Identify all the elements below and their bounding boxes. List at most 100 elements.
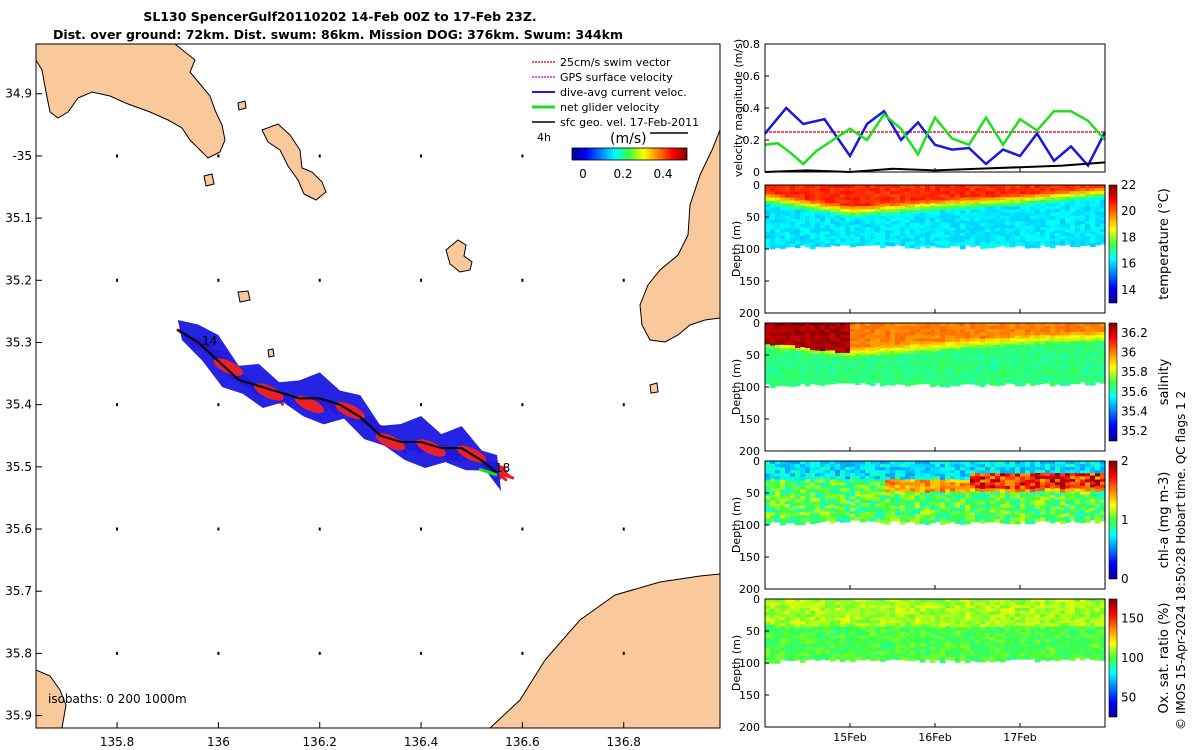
svg-text:net glider velocity: net glider velocity	[560, 101, 660, 114]
depth-tick-salinity-4: 200	[739, 445, 760, 458]
map-colorbar	[571, 147, 688, 161]
velocity-y-tick-0: 0	[753, 166, 760, 179]
map-y-tick-8: 35.7	[5, 584, 32, 598]
map-x-tick-3: 136.4	[404, 735, 438, 749]
velocity-panel: 0 0.2 0.4 0.6 0.8 velocity magnitude (m/s)	[732, 38, 1107, 179]
time-tick-2: 17Feb	[1003, 731, 1036, 744]
island-2	[445, 239, 473, 273]
colorbar-temperature	[1108, 184, 1118, 304]
glider-track	[176, 320, 515, 492]
colorbar-tick-chl-a-2: 2	[1121, 454, 1129, 468]
island-4	[203, 173, 215, 187]
depth-ylabel-chl-a: Depth (m)	[730, 497, 743, 553]
colorbar-tick-oxygen-0: 50	[1121, 690, 1136, 704]
credit-text: © IMOS 15-Apr-2024 18:50:28 Hobart time.…	[1174, 390, 1188, 730]
velocity-y-tick-1: 0.2	[743, 134, 761, 147]
colorbar-tick-2: 0.4	[653, 167, 672, 181]
velocity-series-2	[764, 109, 1106, 166]
legend-gps-velocity: GPS surface velocity	[532, 71, 673, 84]
depth-ylabel-oxygen: Depth (m)	[730, 635, 743, 691]
colorbar-tick-0: 0	[579, 167, 587, 181]
depth-panel-chl-a: 0 50 100 150 200 Depth (m) 0 1 2 chl-a (mg m-3)	[730, 454, 1172, 596]
legend-net-velocity: net glider velocity	[532, 101, 660, 114]
track-label-start: 14	[202, 334, 217, 348]
map-x-tick-0: 135.8	[100, 735, 134, 749]
colorbar-chl-a	[1108, 460, 1118, 580]
island-1	[261, 123, 327, 201]
map-x-ticks: 135.8 136 136.2 136.4 136.6 136.8	[100, 722, 641, 749]
map-x-tick-5: 136.8	[607, 735, 641, 749]
colorbar-label: (m/s)	[610, 131, 647, 147]
map-x-tick-1: 136	[207, 735, 230, 749]
depth-tick-oxygen-1: 50	[746, 625, 760, 638]
track-label-end: 18	[495, 461, 510, 475]
depth-tick-oxygen-4: 200	[739, 721, 760, 734]
map-y-tick-1: -35	[12, 149, 32, 163]
depth-ylabel-temperature: Depth (m)	[730, 221, 743, 277]
colorbar-tick-1: 0.2	[613, 167, 632, 181]
map-panel: 135.8 136 136.2 136.4 136.6 136.8 34.9 -35 35.1…	[5, 43, 721, 749]
svg-text:GPS surface velocity: GPS surface velocity	[560, 71, 673, 84]
depth-tick-salinity-1: 50	[746, 349, 760, 362]
map-y-tick-0: 34.9	[5, 87, 32, 101]
land-yorke-peninsula	[36, 44, 226, 159]
depth-tick-temperature-1: 50	[746, 211, 760, 224]
depth-tick-temperature-4: 200	[739, 307, 760, 320]
island-7	[237, 100, 247, 111]
velocity-y-tick-3: 0.6	[743, 70, 761, 83]
depth-tick-oxygen-2: 100	[739, 657, 760, 670]
map-y-ticks: 34.9 -35 35.1 35.2 35.3 35.4 35.5 35.6 35.7 35.8 3…	[5, 87, 42, 723]
colorbar-tick-salinity-1: 35.4	[1121, 405, 1148, 419]
colorbar-tick-salinity-4: 36	[1121, 346, 1136, 360]
depth-tick-oxygen-3: 150	[739, 689, 760, 702]
map-frame	[35, 43, 721, 729]
scale-label: 4h	[537, 131, 551, 144]
svg-text:25cm/s swim vector: 25cm/s swim vector	[560, 56, 671, 69]
colorbar-tick-chl-a-0: 0	[1121, 572, 1129, 586]
colorbar-label-chl-a: chl-a (mg m-3)	[1157, 472, 1172, 569]
colorbar-tick-temperature-0: 14	[1121, 283, 1136, 297]
depth-tick-salinity-3: 150	[739, 413, 760, 426]
map-y-tick-10: 35.9	[5, 709, 32, 723]
depth-tick-chl-a-2: 100	[739, 519, 760, 532]
colorbar-salinity	[1108, 322, 1118, 442]
colorbar-tick-temperature-1: 16	[1121, 257, 1136, 271]
colorbar-label-oxygen: Ox. sat. ratio (%)	[1157, 603, 1172, 714]
legend-swim-vector: 25cm/s swim vector	[532, 56, 671, 69]
depth-tick-salinity-0: 0	[753, 317, 760, 330]
colorbar-tick-chl-a-1: 1	[1121, 513, 1129, 527]
time-axis: 15Feb 16Feb 17Feb	[833, 168, 1037, 744]
depth-tick-temperature-0: 0	[753, 179, 760, 192]
colorbar-tick-temperature-3: 20	[1121, 204, 1136, 218]
depth-tick-chl-a-4: 200	[739, 583, 760, 596]
depth-tick-temperature-2: 100	[739, 243, 760, 256]
time-tick-0: 15Feb	[833, 731, 866, 744]
colorbar-label-salinity: salinity	[1157, 358, 1172, 405]
depth-panel-temperature: 0 50 100 150 200 Depth (m) 14 16 18 20 22 temperatu…	[730, 178, 1172, 320]
figure-title-line1: SL130 SpencerGulf20110202 14-Feb 00Z to …	[143, 9, 537, 24]
map-y-tick-7: 35.6	[5, 522, 32, 536]
svg-text:dive-avg current veloc.: dive-avg current veloc.	[560, 86, 687, 99]
map-grid-markers	[116, 154, 625, 655]
depth-tick-salinity-2: 100	[739, 381, 760, 394]
land-fleurieu	[36, 669, 67, 728]
legend-current-velocity: dive-avg current veloc.	[532, 86, 687, 99]
depth-tick-oxygen-0: 0	[753, 593, 760, 606]
velocity-ylabel: velocity magnitude (m/s)	[732, 39, 745, 177]
depth-ylabel-salinity: Depth (m)	[730, 359, 743, 415]
time-tick-1: 16Feb	[918, 731, 951, 744]
velocity-y-ticks: 0 0.2 0.4 0.6 0.8	[743, 38, 769, 179]
colorbar-tick-salinity-0: 35.2	[1121, 424, 1148, 438]
svg-text:sfc geo. vel. 17-Feb-2011: sfc geo. vel. 17-Feb-2011	[560, 116, 699, 129]
colorbar-tick-salinity-2: 35.6	[1121, 385, 1148, 399]
land-kangaroo-island	[489, 573, 720, 728]
velocity-y-tick-2: 0.4	[743, 102, 761, 115]
colorbar-tick-temperature-4: 22	[1121, 178, 1136, 192]
map-y-tick-2: 35.1	[5, 211, 32, 225]
map-y-tick-9: 35.8	[5, 646, 32, 660]
land-eyre-peninsula	[639, 129, 720, 343]
velocity-series-1	[764, 106, 1107, 168]
velocity-y-tick-4: 0.8	[743, 38, 761, 51]
figure-title-line2: Dist. over ground: 72km. Dist. swum: 86k…	[53, 27, 623, 42]
colorbar-tick-oxygen-1: 100	[1121, 651, 1144, 665]
